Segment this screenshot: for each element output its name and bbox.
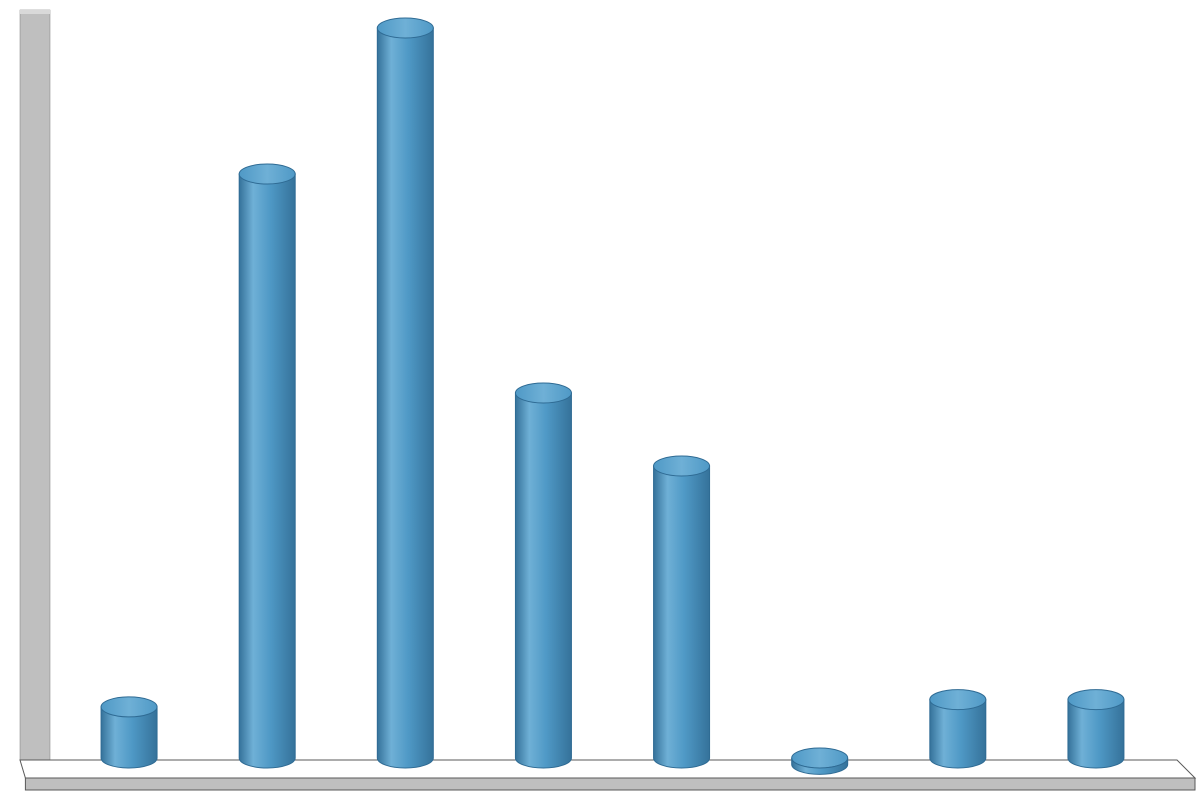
bars-group	[101, 18, 1124, 774]
bar-0	[101, 697, 157, 768]
bar-2	[377, 18, 433, 768]
bar-4	[654, 456, 710, 768]
floor-front	[25, 778, 1195, 790]
bar-3	[515, 383, 571, 768]
chart-svg	[0, 0, 1202, 799]
bar-chart-3d	[0, 0, 1202, 799]
bar-7	[1068, 690, 1124, 768]
floor-top	[20, 760, 1195, 778]
back-wall	[20, 10, 50, 760]
bar-6	[930, 690, 986, 768]
bar-5	[792, 748, 848, 774]
bar-1	[239, 164, 295, 768]
back-wall-top	[20, 10, 50, 14]
